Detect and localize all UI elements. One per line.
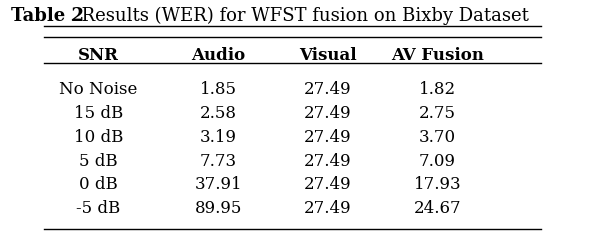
Text: Audio: Audio	[191, 47, 246, 64]
Text: -5 dB: -5 dB	[76, 199, 121, 216]
Text: 17.93: 17.93	[413, 176, 461, 193]
Text: 7.09: 7.09	[419, 152, 456, 169]
Text: 0 dB: 0 dB	[79, 176, 118, 193]
Text: SNR: SNR	[78, 47, 119, 64]
Text: Visual: Visual	[299, 47, 357, 64]
Text: 27.49: 27.49	[304, 128, 352, 145]
Text: 89.95: 89.95	[195, 199, 242, 216]
Text: 27.49: 27.49	[304, 80, 352, 97]
Text: 27.49: 27.49	[304, 104, 352, 121]
Text: 3.70: 3.70	[419, 128, 456, 145]
Text: 27.49: 27.49	[304, 152, 352, 169]
Text: 27.49: 27.49	[304, 199, 352, 216]
Text: 7.73: 7.73	[200, 152, 237, 169]
Text: No Noise: No Noise	[59, 80, 137, 97]
Text: 2.58: 2.58	[200, 104, 237, 121]
Text: 15 dB: 15 dB	[74, 104, 123, 121]
Text: . Results (WER) for WFST fusion on Bixby Dataset: . Results (WER) for WFST fusion on Bixby…	[70, 7, 529, 25]
Text: 5 dB: 5 dB	[79, 152, 118, 169]
Text: Table 2: Table 2	[11, 7, 84, 25]
Text: 37.91: 37.91	[195, 176, 242, 193]
Text: 10 dB: 10 dB	[74, 128, 123, 145]
Text: 3.19: 3.19	[200, 128, 237, 145]
Text: 2.75: 2.75	[419, 104, 456, 121]
Text: 27.49: 27.49	[304, 176, 352, 193]
Text: 24.67: 24.67	[413, 199, 461, 216]
Text: AV Fusion: AV Fusion	[391, 47, 484, 64]
Text: 1.82: 1.82	[419, 80, 456, 97]
Text: 1.85: 1.85	[200, 80, 237, 97]
